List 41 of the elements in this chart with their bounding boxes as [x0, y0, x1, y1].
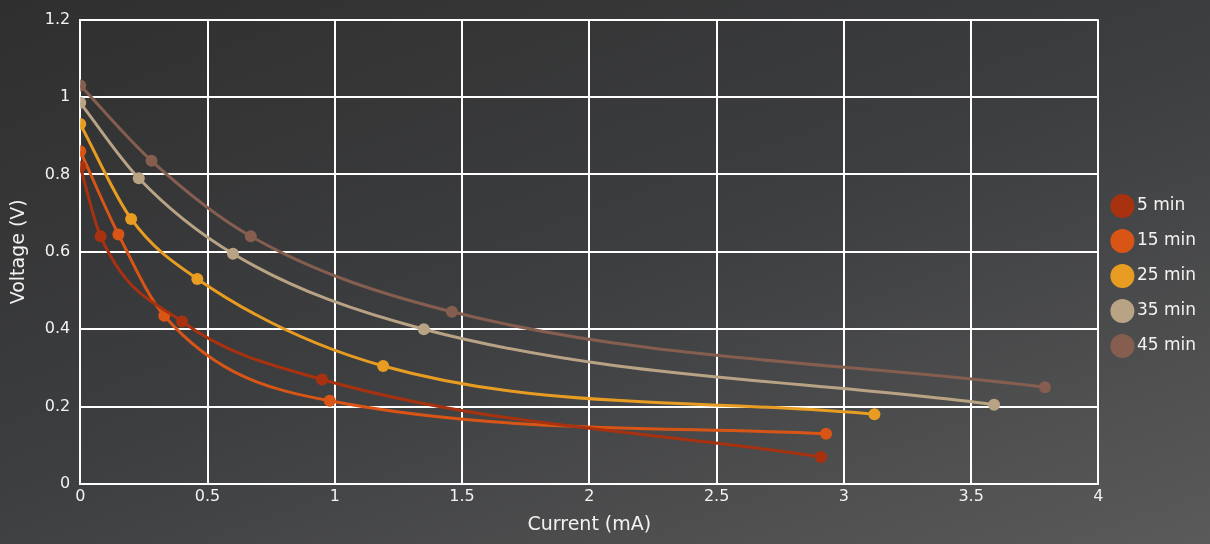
legend-label: 15 min	[1136, 229, 1196, 250]
x-tick-label: 1.5	[449, 485, 475, 505]
legend-label: 35 min	[1136, 299, 1196, 320]
x-tick-label: 0	[75, 485, 86, 505]
point	[132, 172, 145, 185]
x-tick-label: 0.5	[194, 485, 221, 505]
point	[125, 212, 138, 225]
point	[145, 154, 158, 167]
x-tick-label: 2.5	[703, 485, 730, 505]
point	[820, 427, 833, 440]
point	[323, 394, 336, 407]
point	[445, 305, 458, 318]
legend-label: 45 min	[1136, 334, 1196, 355]
legend-label: 25 min	[1136, 264, 1196, 285]
y-tick-label: 1	[60, 86, 71, 106]
point	[244, 230, 257, 243]
x-tick-label: 3	[838, 485, 849, 505]
point	[316, 373, 329, 386]
y-tick-label: 0.2	[44, 395, 71, 415]
x-axis-title: Current (mA)	[527, 511, 652, 534]
x-tick-label: 2	[584, 485, 595, 505]
point	[94, 230, 107, 243]
y-tick-label: 1.2	[44, 8, 71, 28]
point	[377, 359, 390, 372]
x-tick-label: 1	[329, 485, 340, 505]
point	[112, 228, 125, 241]
y-axis-title: Voltage (V)	[6, 199, 29, 305]
legend-label: 5 min	[1136, 194, 1186, 215]
point	[176, 315, 189, 328]
point	[226, 247, 239, 260]
x-tick-label: 3.5	[958, 485, 984, 505]
point	[191, 272, 204, 285]
y-tick-label: 0.8	[44, 163, 71, 183]
x-tick-label: 4	[1093, 485, 1104, 505]
point	[988, 398, 1001, 411]
point	[417, 323, 430, 336]
point	[868, 408, 881, 421]
y-tick-label: 0.4	[44, 318, 71, 338]
y-tick-label: 0.6	[44, 240, 71, 260]
point	[1038, 381, 1051, 394]
point	[814, 450, 827, 463]
